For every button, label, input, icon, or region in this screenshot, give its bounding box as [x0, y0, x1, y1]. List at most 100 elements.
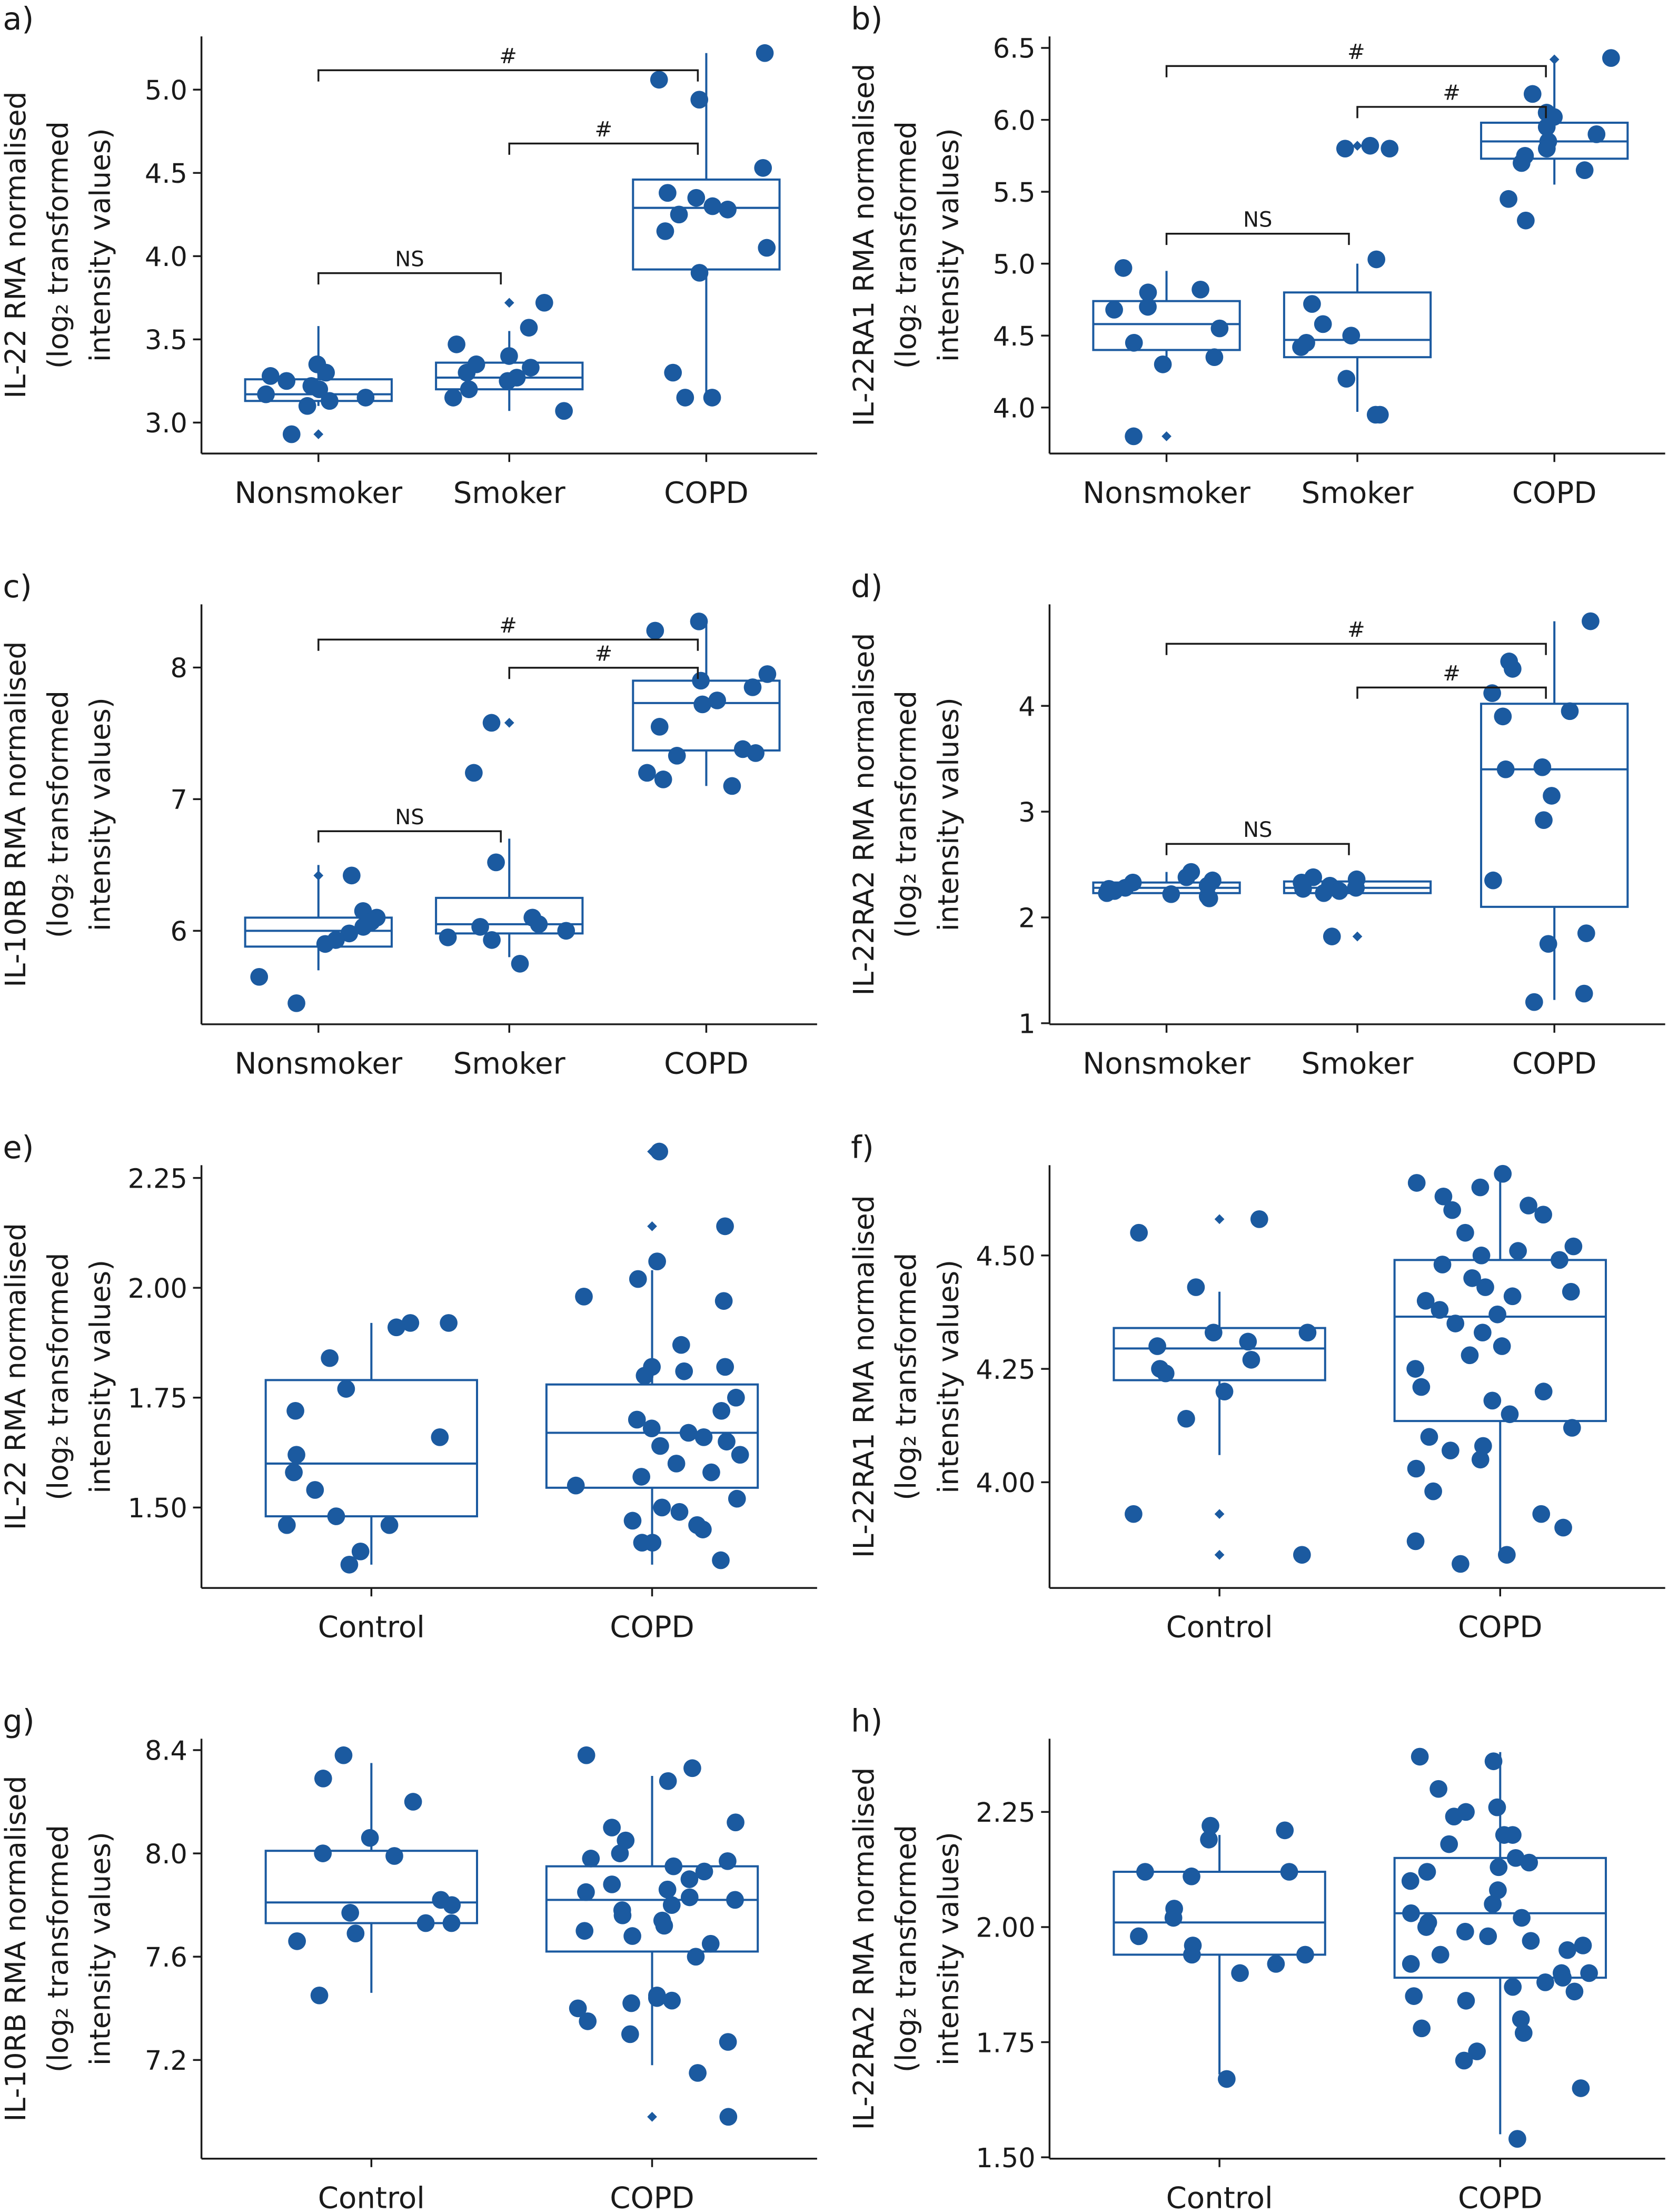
- data-point: [316, 935, 334, 953]
- data-point: [1489, 1881, 1507, 1899]
- data-point: [632, 1468, 651, 1486]
- data-point: [1514, 2024, 1533, 2042]
- data-point: [1416, 1292, 1435, 1310]
- data-point: [1500, 190, 1517, 208]
- data-point: [440, 1314, 458, 1332]
- box-iqr: [435, 896, 584, 935]
- data-point: [351, 1542, 370, 1561]
- data-point: [1503, 1287, 1522, 1306]
- data-point: [1523, 85, 1542, 103]
- x-tick-label: Smoker: [1302, 1046, 1414, 1081]
- data-point: [1490, 1858, 1508, 1877]
- y-axis-label: intensity values): [931, 697, 965, 931]
- y-axis-label: IL-22 RMA normalised: [0, 92, 32, 399]
- y-tick-label: 4: [1018, 691, 1035, 722]
- data-point: [277, 372, 296, 390]
- data-point: [1303, 295, 1321, 313]
- data-point: [1564, 1237, 1583, 1256]
- data-point: [1331, 882, 1348, 900]
- y-axis-label: IL-10RB RMA normalised: [0, 641, 32, 987]
- data-point: [719, 1852, 737, 1870]
- data-point: [683, 1759, 701, 1777]
- data-point: [653, 1498, 671, 1517]
- data-point: [1474, 1437, 1492, 1455]
- data-point: [577, 1883, 595, 1901]
- significance-label: #: [1347, 618, 1365, 642]
- data-point: [1493, 1337, 1511, 1355]
- data-point: [337, 1380, 355, 1398]
- data-point: [623, 1927, 641, 1945]
- data-point: [1315, 884, 1333, 902]
- data-point: [758, 665, 777, 683]
- data-point: [1202, 1816, 1219, 1835]
- box-iqr: [545, 1865, 759, 1953]
- box-iqr: [1092, 300, 1241, 351]
- box-iqr: [1393, 1856, 1607, 1979]
- group-copd: [1393, 1747, 1607, 2148]
- group-copd: [545, 1142, 759, 1569]
- data-point: [577, 1746, 595, 1764]
- data-point: [628, 1410, 646, 1429]
- data-point: [1551, 1251, 1568, 1269]
- data-point: [579, 2012, 597, 2030]
- data-point: [340, 1556, 359, 1574]
- data-point: [1572, 2079, 1590, 2097]
- data-point: [1337, 370, 1356, 388]
- box-iqr: [1283, 291, 1432, 359]
- data-point: [431, 1428, 449, 1446]
- outlier-marker: [1214, 1214, 1225, 1224]
- data-point: [443, 1896, 461, 1914]
- panel-f: f) IL-22RA1 RMA normalised (log₂ transform…: [847, 1129, 1665, 1645]
- x-tick-label: Nonsmoker: [235, 476, 403, 510]
- data-point: [690, 264, 709, 282]
- data-point: [1509, 1242, 1527, 1260]
- data-point: [482, 714, 501, 732]
- group-copd: [1480, 49, 1629, 230]
- significance-label: #: [595, 641, 613, 666]
- panel-e: e) IL-22 RMA normalised (log₂ transformed i…: [0, 1129, 817, 1645]
- data-point: [1488, 1798, 1506, 1816]
- group-smoker: [435, 293, 584, 420]
- data-point: [385, 1847, 403, 1865]
- data-point: [1535, 811, 1553, 829]
- significance-label: NS: [395, 805, 424, 829]
- significance-bracket: [1356, 106, 1547, 118]
- data-point: [667, 1455, 686, 1473]
- data-point: [642, 1419, 661, 1438]
- data-point: [287, 994, 305, 1012]
- data-point: [285, 1463, 303, 1482]
- data-point: [282, 425, 301, 443]
- data-point: [314, 1770, 332, 1788]
- data-point: [1456, 1922, 1474, 1941]
- data-point: [1533, 758, 1552, 776]
- y-axis-label: intensity values): [84, 128, 117, 362]
- data-point: [1407, 1459, 1425, 1478]
- data-point: [257, 385, 275, 403]
- data-point: [1484, 871, 1502, 890]
- y-axis-label: IL-22RA1 RMA normalised: [847, 64, 880, 427]
- data-point: [690, 91, 709, 109]
- data-point: [1504, 1978, 1522, 1996]
- y-axis-label: (log₂ transformed: [41, 690, 74, 938]
- significance-label: NS: [1243, 208, 1273, 232]
- data-point: [444, 389, 462, 407]
- data-point: [306, 1481, 324, 1499]
- data-point: [465, 764, 483, 782]
- data-point: [277, 1516, 296, 1534]
- data-point: [1508, 2130, 1526, 2148]
- data-point: [346, 1924, 365, 1942]
- data-point: [1562, 1282, 1580, 1301]
- data-point: [629, 1270, 647, 1288]
- data-point: [287, 1446, 305, 1464]
- data-point: [487, 853, 505, 872]
- data-point: [250, 967, 269, 986]
- data-point: [1411, 1747, 1429, 1766]
- significance-bracket: [317, 830, 502, 843]
- group-control: [1113, 1816, 1326, 2088]
- significance-bracket: [1356, 686, 1547, 699]
- data-point: [458, 363, 476, 382]
- y-axis-label: (log₂ transformed: [889, 1825, 922, 2072]
- y-tick-label: 8: [171, 653, 187, 684]
- y-tick-label: 1.50: [128, 1493, 187, 1524]
- data-point: [623, 1512, 642, 1530]
